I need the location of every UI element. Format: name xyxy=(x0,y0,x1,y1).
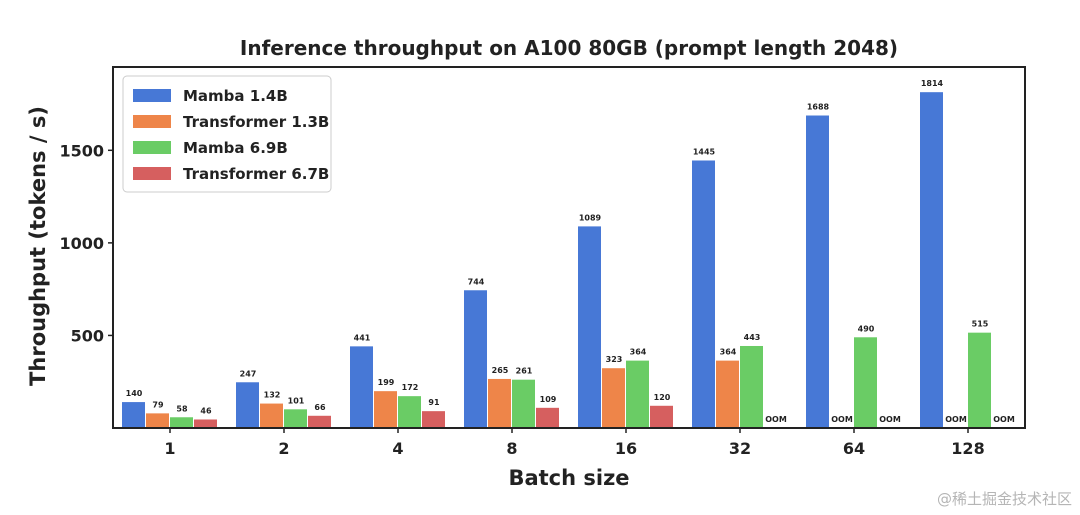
data-label: 261 xyxy=(516,367,533,376)
oom-label: OOM xyxy=(879,415,901,424)
data-label: 364 xyxy=(720,348,737,357)
watermark: @稀土掘金技术社区 xyxy=(936,490,1072,508)
legend-box xyxy=(122,75,332,193)
data-label: 441 xyxy=(354,333,371,342)
data-label: 132 xyxy=(264,391,281,400)
data-label: 46 xyxy=(200,406,212,415)
legend-swatch xyxy=(133,89,171,102)
data-label: 120 xyxy=(654,393,671,402)
bar xyxy=(464,290,487,428)
legend-swatch xyxy=(133,141,171,154)
data-label: 91 xyxy=(428,398,440,407)
legend: Mamba 1.4B Transformer 1.3B Mamba 6.9B Tran… xyxy=(122,75,332,193)
data-label: 66 xyxy=(314,403,326,412)
bar xyxy=(806,115,829,428)
data-label: 443 xyxy=(744,333,761,342)
bar xyxy=(350,346,373,428)
oom-label: OOM xyxy=(831,415,853,424)
bar xyxy=(308,415,331,428)
data-label: 247 xyxy=(240,369,257,378)
bar xyxy=(194,419,217,428)
bar xyxy=(122,402,145,428)
plot-frame xyxy=(112,66,1026,429)
data-label: 744 xyxy=(468,277,485,286)
bar xyxy=(422,411,445,428)
data-label: 490 xyxy=(858,324,875,333)
bar xyxy=(374,391,397,428)
legend-label: Transformer 6.7B xyxy=(183,165,329,183)
legend-label: Mamba 1.4B xyxy=(183,87,288,105)
legend-swatch xyxy=(133,115,171,128)
bar xyxy=(626,360,649,428)
data-label: 79 xyxy=(152,400,164,409)
bar xyxy=(740,345,763,428)
bar xyxy=(236,382,259,428)
data-label: 172 xyxy=(402,383,419,392)
bar xyxy=(170,417,193,428)
data-label: 1814 xyxy=(921,79,944,88)
data-label: 199 xyxy=(378,378,395,387)
bar xyxy=(284,409,307,428)
x-axis-label: Batch size xyxy=(508,466,629,490)
y-tick-label: 1500 xyxy=(59,141,104,160)
data-label: 101 xyxy=(288,396,305,405)
bar xyxy=(854,337,877,428)
data-label: 323 xyxy=(606,355,623,364)
oom-label: OOM xyxy=(765,415,787,424)
bar xyxy=(968,332,991,428)
data-label: 1688 xyxy=(807,103,830,112)
data-label: 109 xyxy=(540,395,557,404)
y-tick-label: 1000 xyxy=(59,234,104,253)
data-label: 140 xyxy=(126,389,143,398)
plot-area: 140 79 58 46 1 247 132 101 66 2 441 199 172 91 4 744 265… xyxy=(59,66,1026,458)
data-label: 1445 xyxy=(693,147,716,156)
bar xyxy=(692,160,715,428)
bar xyxy=(578,226,601,428)
x-tick-label: 64 xyxy=(843,439,865,458)
legend-label: Transformer 1.3B xyxy=(183,113,329,131)
bar xyxy=(146,413,169,428)
x-tick-label: 16 xyxy=(615,439,637,458)
chart-title: Inference throughput on A100 80GB (promp… xyxy=(240,36,898,60)
y-tick-label: 500 xyxy=(71,326,104,345)
data-label: 515 xyxy=(972,320,989,329)
data-label: 364 xyxy=(630,348,647,357)
x-tick-label: 32 xyxy=(729,439,751,458)
x-tick-label: 2 xyxy=(278,439,289,458)
bar xyxy=(650,405,673,428)
bar xyxy=(512,379,535,428)
legend-label: Mamba 6.9B xyxy=(183,139,288,157)
bar xyxy=(536,407,559,428)
oom-label: OOM xyxy=(945,415,967,424)
x-tick-label: 1 xyxy=(164,439,175,458)
data-label: 58 xyxy=(176,404,188,413)
oom-label: OOM xyxy=(993,415,1015,424)
y-axis-label: Throughput (tokens / s) xyxy=(26,106,50,386)
bar xyxy=(716,360,739,428)
bar xyxy=(488,378,511,428)
legend-swatch xyxy=(133,167,171,180)
data-label: 1089 xyxy=(579,213,602,222)
x-tick-label: 128 xyxy=(951,439,984,458)
bar xyxy=(602,368,625,428)
data-label: 265 xyxy=(492,366,509,375)
x-tick-label: 4 xyxy=(392,439,403,458)
bar xyxy=(398,396,421,428)
bar xyxy=(920,92,943,429)
bar xyxy=(260,403,283,428)
x-tick-label: 8 xyxy=(506,439,517,458)
